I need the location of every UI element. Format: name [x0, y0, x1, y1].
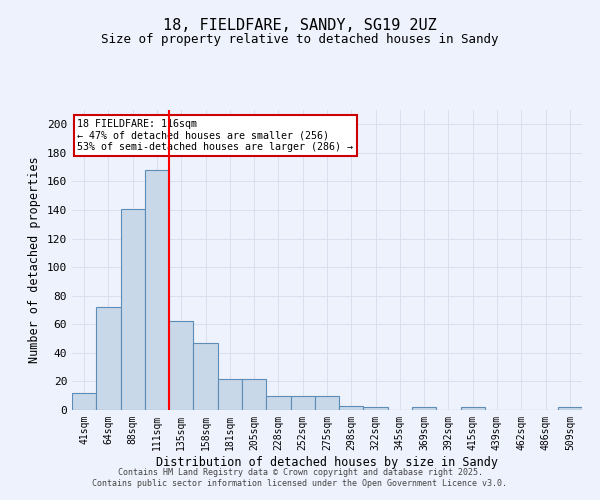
Bar [242, 378, 266, 410]
Text: 18, FIELDFARE, SANDY, SG19 2UZ: 18, FIELDFARE, SANDY, SG19 2UZ [163, 18, 437, 32]
X-axis label: Distribution of detached houses by size in Sandy: Distribution of detached houses by size … [156, 456, 498, 468]
Bar [72, 393, 96, 410]
Bar [96, 307, 121, 410]
Bar [193, 343, 218, 410]
Bar [266, 396, 290, 410]
Text: Size of property relative to detached houses in Sandy: Size of property relative to detached ho… [101, 32, 499, 46]
Bar [145, 170, 169, 410]
Bar [290, 396, 315, 410]
Text: 18 FIELDFARE: 116sqm
← 47% of detached houses are smaller (256)
53% of semi-deta: 18 FIELDFARE: 116sqm ← 47% of detached h… [77, 119, 353, 152]
Bar [339, 406, 364, 410]
Bar [461, 407, 485, 410]
Bar [315, 396, 339, 410]
Bar [558, 407, 582, 410]
Bar [121, 208, 145, 410]
Bar [412, 407, 436, 410]
Y-axis label: Number of detached properties: Number of detached properties [28, 156, 41, 364]
Bar [364, 407, 388, 410]
Bar [169, 322, 193, 410]
Bar [218, 378, 242, 410]
Text: Contains HM Land Registry data © Crown copyright and database right 2025.
Contai: Contains HM Land Registry data © Crown c… [92, 468, 508, 487]
